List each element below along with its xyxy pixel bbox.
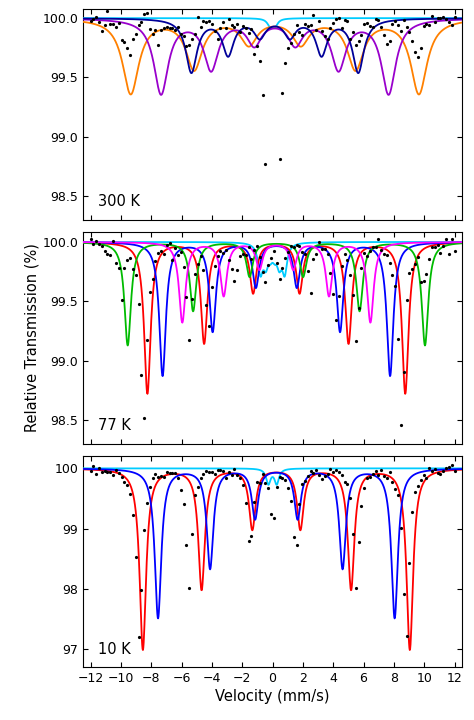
Y-axis label: Relative Transmission (%): Relative Transmission (%) (25, 243, 39, 433)
Text: 77 K: 77 K (98, 418, 131, 433)
X-axis label: Velocity (mm/s): Velocity (mm/s) (215, 690, 330, 704)
Text: 10 K: 10 K (98, 642, 131, 657)
Text: 300 K: 300 K (98, 194, 140, 210)
